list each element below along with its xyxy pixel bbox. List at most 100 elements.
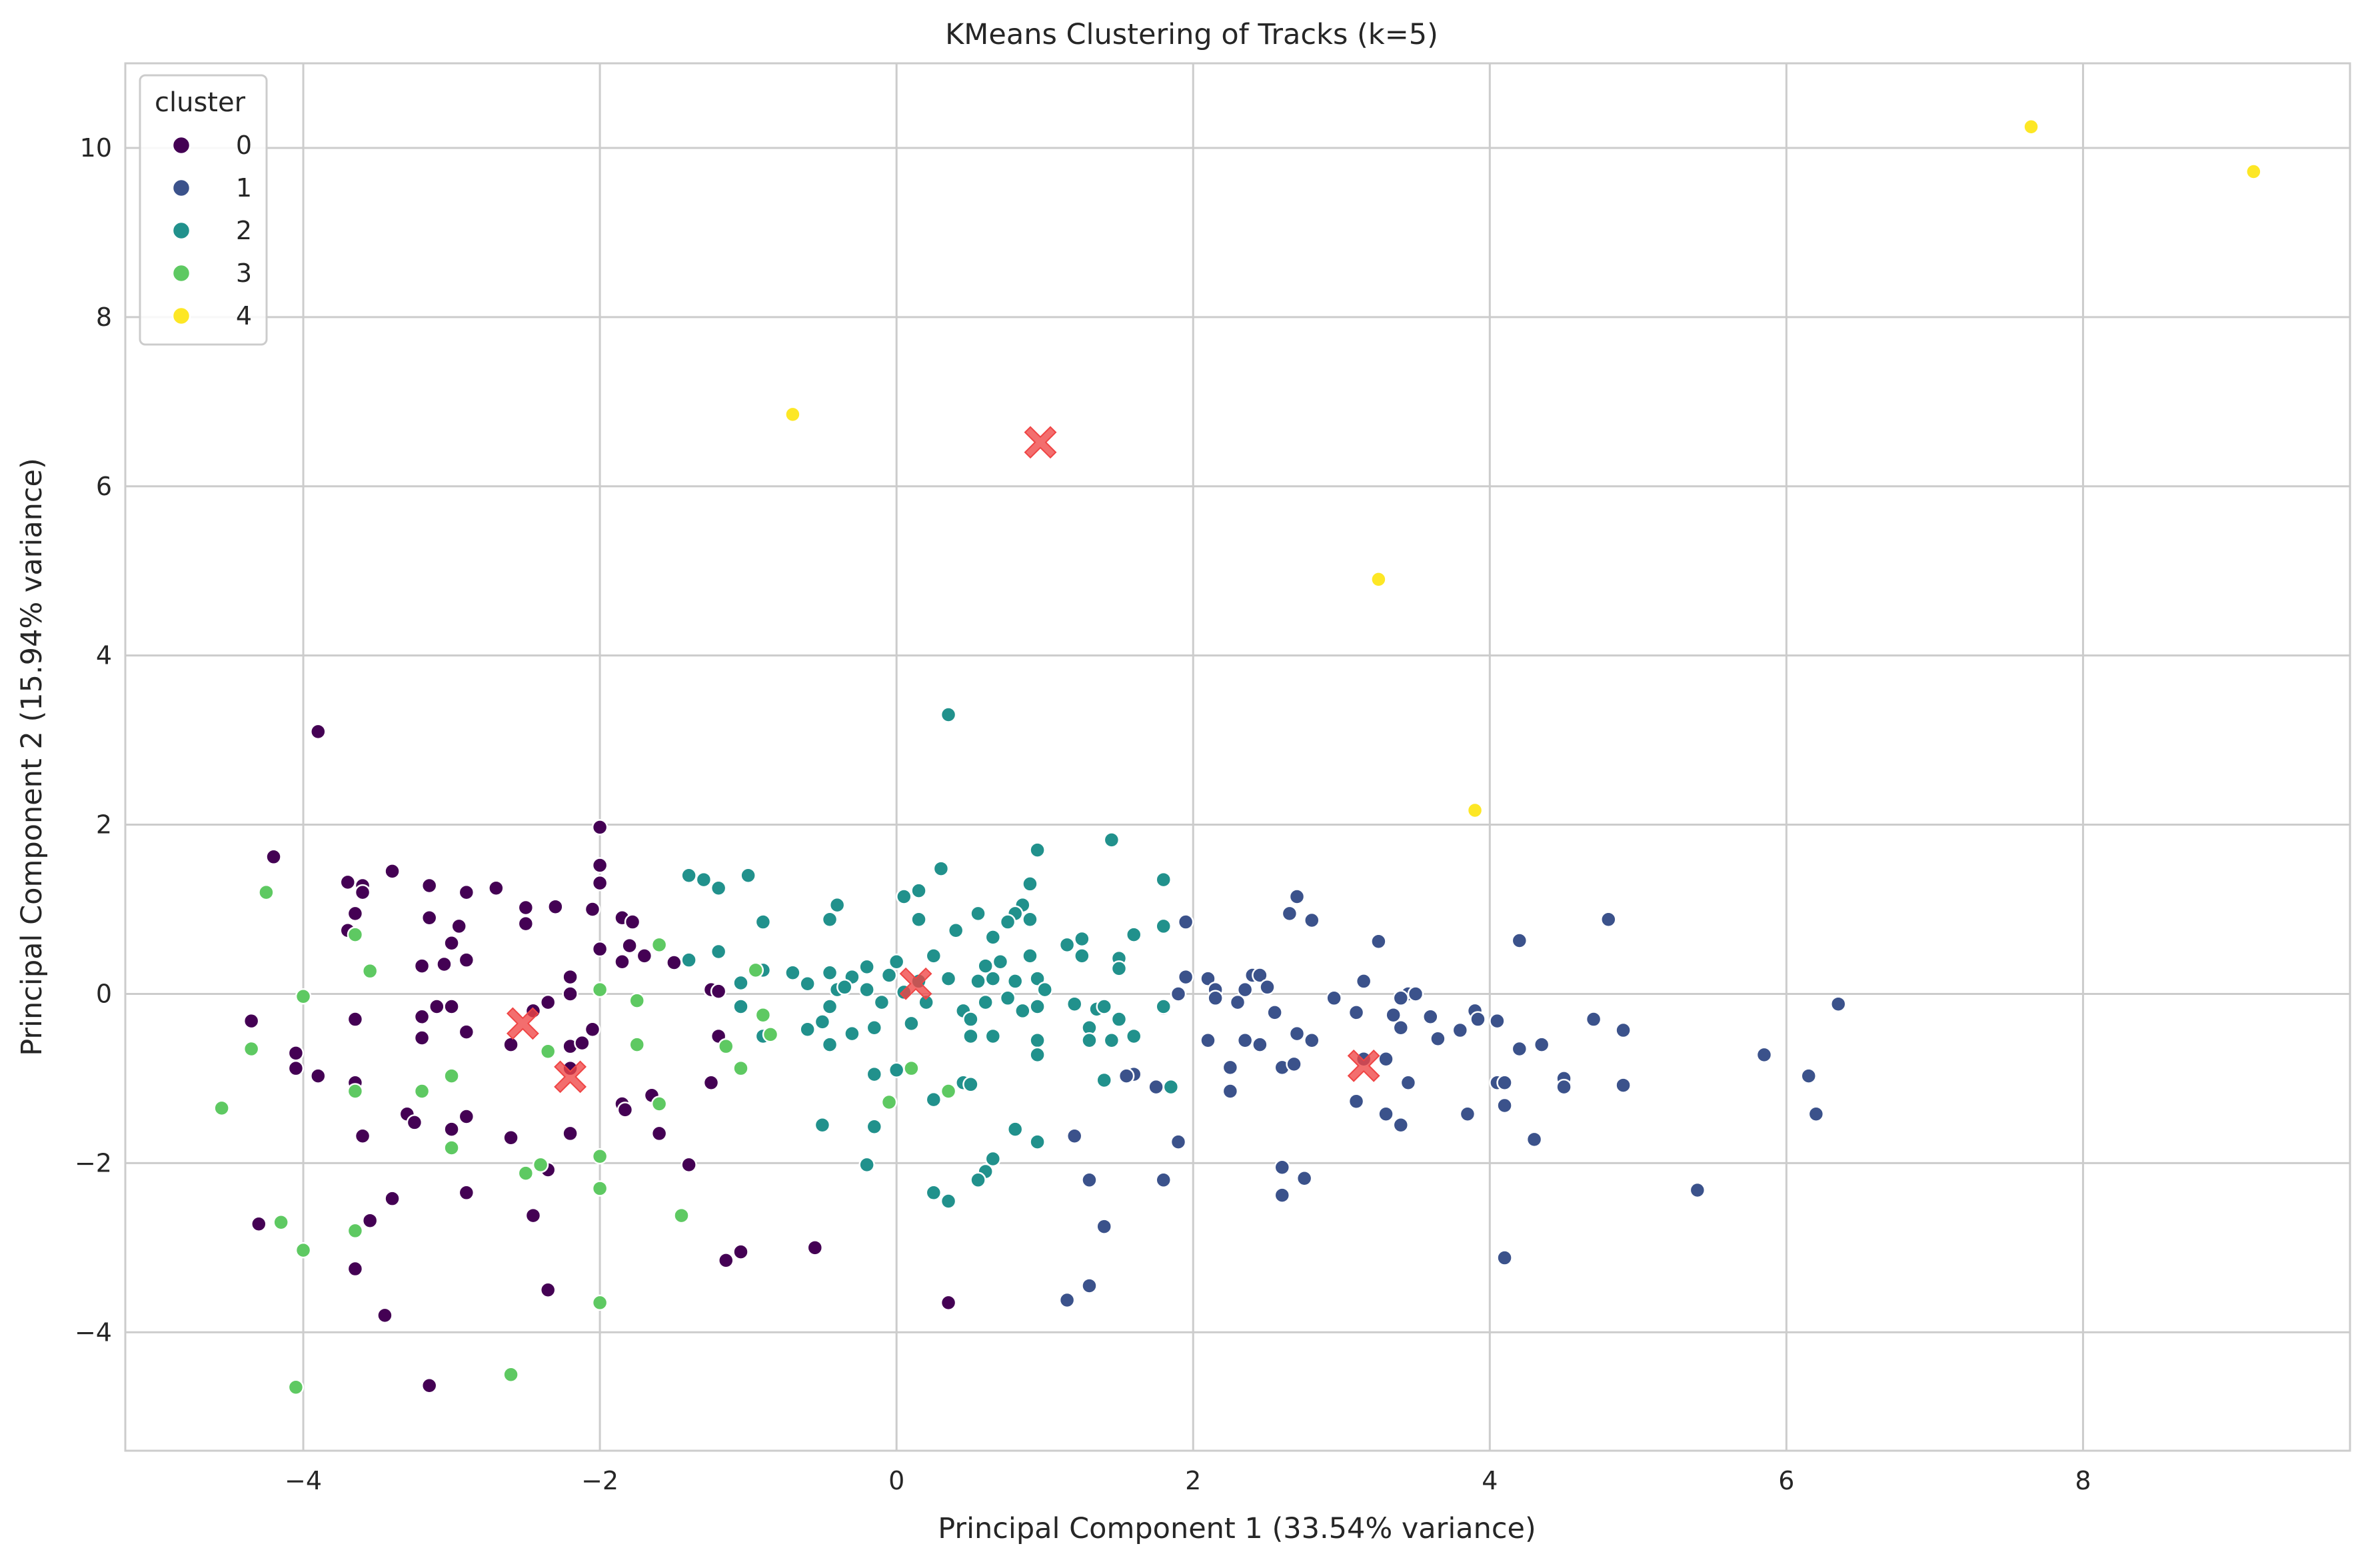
point-cluster-3 xyxy=(517,1165,535,1181)
point-cluster-2 xyxy=(903,1015,920,1032)
point-cluster-2 xyxy=(1155,998,1172,1015)
point-cluster-0 xyxy=(806,1239,824,1256)
point-cluster-0 xyxy=(614,953,630,970)
point-cluster-1 xyxy=(1096,1218,1112,1235)
point-cluster-2 xyxy=(984,929,1002,946)
point-cluster-3 xyxy=(747,962,764,979)
point-cluster-1 xyxy=(1496,1097,1513,1114)
point-cluster-1 xyxy=(1378,1050,1394,1068)
point-cluster-2 xyxy=(1074,930,1090,948)
point-cluster-1 xyxy=(1200,970,1216,987)
point-cluster-0 xyxy=(347,1011,364,1028)
point-cluster-2 xyxy=(814,1116,831,1134)
point-cluster-1 xyxy=(1288,888,1306,905)
point-cluster-2 xyxy=(1029,842,1046,858)
point-cluster-1 xyxy=(1392,1116,1410,1134)
point-cluster-1 xyxy=(1511,1040,1528,1058)
point-cluster-2 xyxy=(1125,1028,1142,1045)
point-cluster-3 xyxy=(532,1156,549,1174)
point-cluster-0 xyxy=(421,909,438,926)
point-cluster-2 xyxy=(695,871,712,888)
point-cluster-2 xyxy=(1022,876,1038,892)
point-cluster-1 xyxy=(1288,1025,1306,1042)
point-cluster-2 xyxy=(710,943,727,960)
point-cluster-2 xyxy=(940,1193,957,1209)
y-tick-label: 0 xyxy=(96,979,112,1008)
point-cluster-2 xyxy=(1014,1002,1031,1020)
point-cluster-2 xyxy=(999,990,1016,1007)
point-cluster-2 xyxy=(925,1091,942,1108)
point-cluster-0 xyxy=(591,819,608,836)
point-cluster-2 xyxy=(1155,871,1172,888)
point-cluster-0 xyxy=(503,1036,519,1053)
legend-items: 0 1 2 3 4 xyxy=(171,131,252,331)
point-cluster-3 xyxy=(347,1083,364,1100)
centroid-marker xyxy=(1024,426,1057,459)
legend-box xyxy=(139,74,268,346)
point-cluster-1 xyxy=(1118,1068,1135,1084)
point-cluster-1 xyxy=(1830,996,1847,1012)
legend-label-2: 2 xyxy=(236,216,252,245)
point-cluster-2 xyxy=(992,953,1009,970)
point-cluster-2 xyxy=(970,973,986,990)
point-cluster-3 xyxy=(903,1060,920,1077)
point-cluster-0 xyxy=(624,914,641,930)
point-cluster-1 xyxy=(1615,1022,1632,1039)
y-tick-label: 4 xyxy=(96,641,112,670)
point-cluster-0 xyxy=(436,956,453,973)
point-cluster-2 xyxy=(1110,960,1128,977)
point-cluster-0 xyxy=(710,983,727,1000)
point-cluster-3 xyxy=(732,1060,749,1077)
point-cluster-3 xyxy=(940,1083,957,1100)
point-cluster-2 xyxy=(866,1118,883,1136)
point-cluster-2 xyxy=(784,964,801,981)
point-cluster-1 xyxy=(1370,933,1387,950)
point-cluster-0 xyxy=(406,1114,423,1131)
point-cluster-0 xyxy=(243,1012,260,1030)
point-cluster-3 xyxy=(591,981,608,998)
point-cluster-0 xyxy=(650,1125,668,1142)
point-cluster-1 xyxy=(1304,912,1320,929)
point-cluster-1 xyxy=(1585,1011,1602,1028)
point-cluster-2 xyxy=(1103,1032,1120,1049)
point-cluster-1 xyxy=(1326,990,1342,1007)
point-cluster-2 xyxy=(799,975,816,992)
legend-label-3: 3 xyxy=(236,259,252,288)
point-cluster-2 xyxy=(962,1011,979,1028)
point-cluster-2 xyxy=(1066,996,1083,1012)
point-cluster-1 xyxy=(1400,1074,1417,1092)
point-cluster-2 xyxy=(1110,1011,1128,1028)
point-cluster-1 xyxy=(1281,905,1298,922)
point-cluster-2 xyxy=(821,998,838,1015)
point-cluster-0 xyxy=(354,1128,371,1144)
point-cluster-1 xyxy=(1489,1012,1506,1030)
point-cluster-0 xyxy=(310,723,327,740)
point-cluster-2 xyxy=(732,998,749,1015)
point-cluster-1 xyxy=(1556,1078,1572,1096)
data-points xyxy=(213,118,2262,1396)
centroid-marker xyxy=(554,1060,587,1094)
point-cluster-2 xyxy=(821,964,838,981)
point-cluster-2 xyxy=(984,1150,1002,1168)
point-cluster-2 xyxy=(814,1014,831,1030)
point-cluster-0 xyxy=(251,1215,267,1233)
point-cluster-1 xyxy=(1348,1093,1365,1110)
point-cluster-1 xyxy=(1600,911,1617,928)
point-cluster-2 xyxy=(680,867,697,884)
point-cluster-3 xyxy=(754,1006,772,1024)
point-cluster-1 xyxy=(1286,1056,1302,1073)
legend-label-0: 0 xyxy=(236,131,252,160)
point-cluster-2 xyxy=(1096,998,1112,1015)
point-cluster-0 xyxy=(525,1207,542,1224)
point-cluster-2 xyxy=(799,1021,816,1038)
point-cluster-2 xyxy=(984,1028,1002,1045)
centroid-markers xyxy=(506,426,1380,1094)
point-cluster-2 xyxy=(977,958,994,974)
point-cluster-1 xyxy=(1296,1170,1313,1187)
point-cluster-1 xyxy=(1177,968,1194,986)
point-cluster-2 xyxy=(910,911,927,928)
point-cluster-2 xyxy=(710,880,727,897)
point-cluster-0 xyxy=(591,874,608,892)
point-cluster-0 xyxy=(384,1190,401,1207)
point-cluster-3 xyxy=(539,1043,557,1060)
